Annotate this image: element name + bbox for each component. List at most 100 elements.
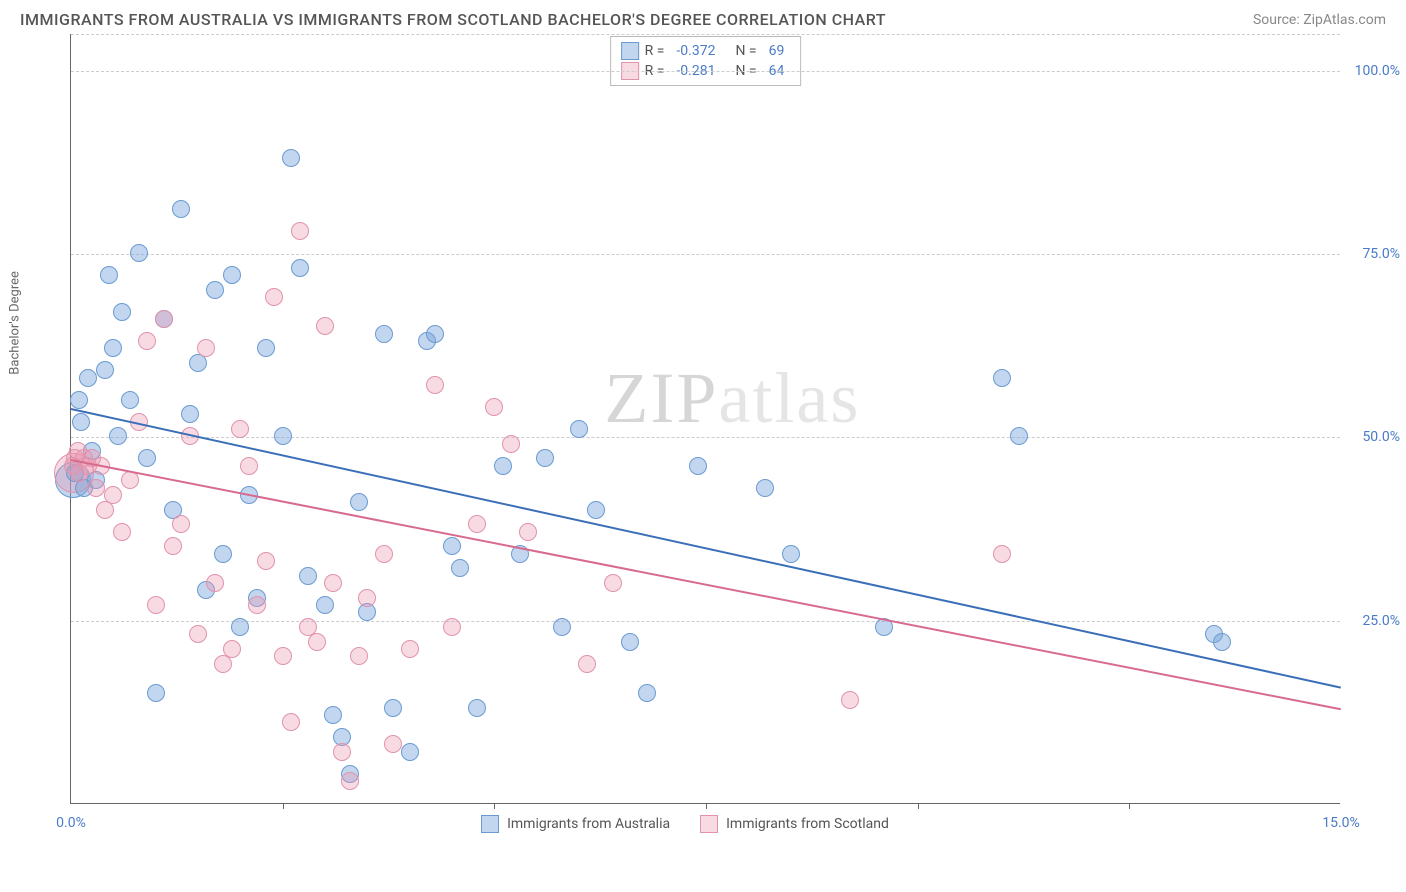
scatter-point (519, 523, 537, 541)
scatter-point (282, 149, 300, 167)
legend-swatch (700, 815, 718, 833)
scatter-point (333, 743, 351, 761)
scatter-point (536, 449, 554, 467)
scatter-point (172, 200, 190, 218)
scatter-point (72, 413, 90, 431)
scatter-point (401, 640, 419, 658)
scatter-point (426, 325, 444, 343)
scatter-point (316, 317, 334, 335)
gridline (71, 71, 1340, 72)
legend-correlation-row: R = -0.372 N = 69 (621, 41, 791, 61)
scatter-point (257, 552, 275, 570)
scatter-point (113, 303, 131, 321)
scatter-point (375, 325, 393, 343)
scatter-point (265, 288, 283, 306)
scatter-point (100, 266, 118, 284)
scatter-point (197, 339, 215, 357)
scatter-point (109, 427, 127, 445)
plot-region: ZIPatlas R =-0.372N =69R =-0.281N =64 25… (70, 34, 1340, 804)
scatter-point (401, 743, 419, 761)
scatter-point (375, 545, 393, 563)
scatter-point (155, 310, 173, 328)
scatter-point (468, 515, 486, 533)
scatter-point (1213, 633, 1231, 651)
scatter-point (358, 589, 376, 607)
scatter-point (578, 655, 596, 673)
scatter-point (274, 427, 292, 445)
trend-line (71, 408, 1341, 689)
trend-line (71, 459, 1341, 710)
scatter-point (553, 618, 571, 636)
legend-swatch (621, 42, 639, 60)
scatter-point (291, 259, 309, 277)
scatter-point (426, 376, 444, 394)
gridline (71, 254, 1340, 255)
scatter-point (70, 391, 88, 409)
scatter-point (147, 684, 165, 702)
watermark: ZIPatlas (604, 357, 860, 440)
y-tick-label: 50.0% (1345, 429, 1400, 445)
legend-series: Immigrants from AustraliaImmigrants from… (50, 815, 1320, 833)
scatter-point (638, 684, 656, 702)
scatter-point (502, 435, 520, 453)
scatter-point (113, 523, 131, 541)
x-axis-end-label: 15.0% (1322, 815, 1360, 831)
scatter-point (206, 281, 224, 299)
scatter-point (324, 574, 342, 592)
chart-area: Bachelor's Degree ZIPatlas R =-0.372N =6… (20, 34, 1386, 804)
scatter-point (231, 618, 249, 636)
x-tick (283, 803, 284, 809)
scatter-point (384, 735, 402, 753)
legend-n-value: 69 (769, 43, 785, 59)
scatter-point (993, 545, 1011, 563)
legend-swatch (481, 815, 499, 833)
scatter-point (138, 449, 156, 467)
scatter-point (121, 391, 139, 409)
scatter-point (324, 706, 342, 724)
scatter-point (689, 457, 707, 475)
scatter-point (130, 244, 148, 262)
y-tick-label: 25.0% (1345, 613, 1400, 629)
scatter-point (782, 545, 800, 563)
legend-series-label: Immigrants from Australia (507, 816, 670, 832)
scatter-point (104, 486, 122, 504)
gridline (71, 437, 1340, 438)
x-tick (1129, 803, 1130, 809)
y-axis-label: Bachelor's Degree (8, 271, 23, 375)
scatter-point (443, 618, 461, 636)
scatter-point (96, 361, 114, 379)
legend-correlation: R =-0.372N =69R =-0.281N =64 (610, 36, 802, 86)
watermark-suffix: atlas (718, 358, 860, 438)
gridline (71, 621, 1340, 622)
scatter-point (587, 501, 605, 519)
y-tick-label: 100.0% (1345, 63, 1400, 79)
legend-r-label: R = (645, 43, 665, 59)
chart-header: IMMIGRANTS FROM AUSTRALIA VS IMMIGRANTS … (0, 0, 1406, 34)
watermark-prefix: ZIP (604, 358, 718, 438)
scatter-point (147, 596, 165, 614)
scatter-point (181, 405, 199, 423)
scatter-point (79, 369, 97, 387)
scatter-point (468, 699, 486, 717)
scatter-point (240, 457, 258, 475)
scatter-point (206, 574, 224, 592)
legend-series-item: Immigrants from Australia (481, 815, 670, 833)
scatter-point (231, 420, 249, 438)
scatter-point (350, 493, 368, 511)
scatter-point (384, 699, 402, 717)
scatter-point (341, 772, 359, 790)
legend-r-value: -0.372 (676, 43, 715, 59)
scatter-point (87, 479, 105, 497)
scatter-point (282, 713, 300, 731)
legend-n-label: N = (735, 43, 756, 59)
scatter-point (443, 537, 461, 555)
scatter-point (299, 567, 317, 585)
scatter-point (214, 545, 232, 563)
scatter-point (172, 515, 190, 533)
scatter-point (316, 596, 334, 614)
scatter-point (223, 640, 241, 658)
scatter-point (223, 266, 241, 284)
scatter-point (350, 647, 368, 665)
scatter-point (494, 457, 512, 475)
scatter-point (621, 633, 639, 651)
